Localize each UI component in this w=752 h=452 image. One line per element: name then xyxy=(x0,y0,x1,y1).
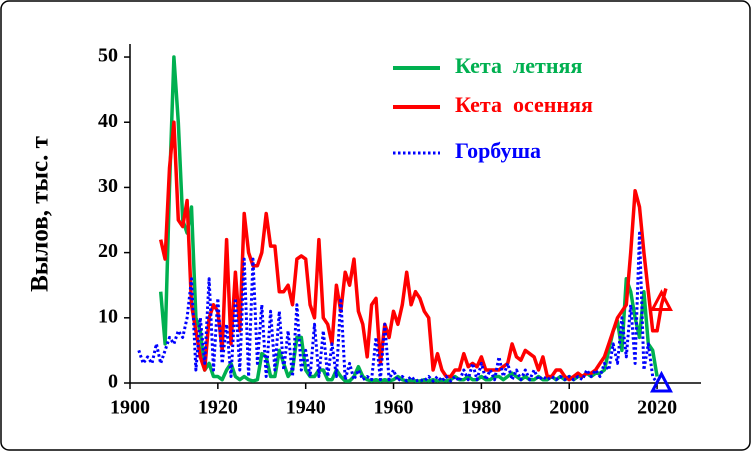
x-tick-label: 1960 xyxy=(374,397,414,419)
x-tick-label: 1940 xyxy=(286,397,326,419)
legend-label: Кета осенняя xyxy=(455,92,593,117)
y-tick-label: 50 xyxy=(98,45,118,67)
y-tick-label: 30 xyxy=(98,175,118,197)
y-tick-label: 40 xyxy=(98,110,118,132)
y-tick-label: 10 xyxy=(98,305,118,327)
triangle-marker xyxy=(649,370,673,393)
x-tick-label: 2020 xyxy=(637,397,677,419)
series-line xyxy=(158,120,668,382)
x-tick-label: 1920 xyxy=(198,397,238,419)
series-line xyxy=(158,55,659,383)
triangle-marker xyxy=(649,289,673,312)
y-axis-label: Вылов, тыс. т xyxy=(27,136,54,292)
y-tick-label: 0 xyxy=(108,371,118,393)
y-tick-label: 20 xyxy=(98,240,118,262)
x-tick-label: 1900 xyxy=(110,397,150,419)
x-tick-label: 1980 xyxy=(461,397,501,419)
x-tick-label: 2000 xyxy=(549,397,589,419)
legend-label: Горбуша xyxy=(455,138,541,163)
legend-label: Кета летняя xyxy=(455,53,582,78)
